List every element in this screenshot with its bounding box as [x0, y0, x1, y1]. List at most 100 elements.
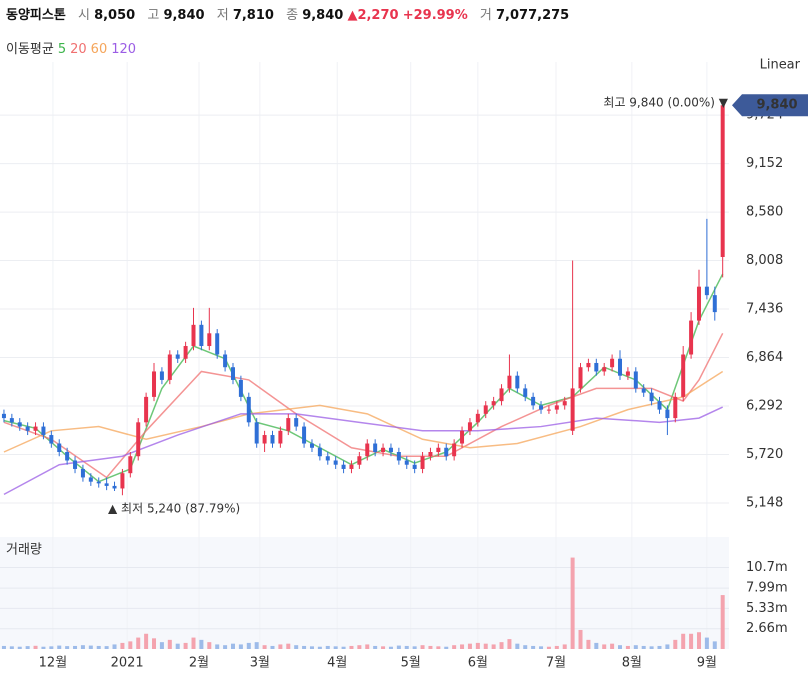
x-tick-label: 8월 [622, 656, 642, 671]
volume-bar [302, 645, 307, 649]
legend-item: 5 [57, 42, 67, 57]
volume-bar [562, 644, 567, 649]
candle-body [704, 286, 709, 296]
moving-average [3, 406, 723, 496]
volume-bar [365, 644, 370, 649]
volume-bar [657, 645, 662, 649]
volume-bar [483, 643, 488, 649]
candle-body [246, 396, 251, 423]
volume-bar [333, 646, 338, 649]
candle-body [254, 422, 259, 444]
candle-body [207, 333, 212, 347]
candle-body [507, 375, 512, 389]
candle-body [625, 371, 630, 376]
x-tick-label: 5월 [401, 656, 421, 671]
y-tick-label: 6,292 [746, 399, 783, 414]
volume-bar [689, 633, 694, 649]
value: 8,050 [94, 8, 136, 23]
volume-bar [586, 639, 591, 649]
volume-bar [554, 645, 559, 649]
value: 9,840 [302, 8, 344, 23]
candle-body [712, 295, 717, 313]
candle-body [673, 396, 678, 419]
candle-body [720, 105, 725, 257]
volume-bar [499, 642, 504, 649]
volume-bar [96, 645, 101, 649]
y-tick-label: 7.99m [746, 581, 788, 596]
legend-title: 이동평균 [6, 42, 54, 57]
volume-bar [65, 646, 70, 649]
volume-bar [120, 642, 125, 649]
candle-body [618, 358, 623, 376]
y-tick-label: 7,436 [746, 302, 783, 317]
volume-bar [720, 595, 725, 649]
candle-body [396, 452, 401, 461]
x-tick-label: 6월 [468, 656, 488, 671]
change: ▲2,270 [347, 8, 399, 23]
x-tick-label: 4월 [327, 656, 347, 671]
candle-body [294, 418, 299, 427]
volume-bar [144, 633, 149, 649]
candle-body [633, 371, 638, 389]
y-tick-label: 5.33m [746, 601, 788, 616]
volume-bar [673, 639, 678, 649]
candle-body [554, 405, 559, 410]
volume-bar [17, 646, 22, 649]
value: 7,077,275 [496, 8, 570, 23]
candle-body [230, 367, 235, 380]
volume-bar [112, 644, 117, 649]
volume-bar [357, 645, 362, 649]
candle-body [325, 456, 330, 461]
candle-body [610, 358, 615, 368]
volume-bar [88, 645, 93, 649]
volume-bar [25, 646, 30, 649]
y-tick-label: 5,148 [746, 496, 783, 511]
candle-body [270, 435, 275, 444]
candle-body [452, 443, 457, 457]
volume-panel [0, 537, 729, 649]
candle-body [657, 401, 662, 410]
volume-bar [41, 646, 46, 649]
volume-bar [618, 645, 623, 649]
volume-bar [412, 646, 417, 649]
candle-body [112, 485, 117, 489]
candle-body [333, 460, 338, 465]
min-annotation: ▲ 최저 5,240 (87.79%) [108, 502, 240, 516]
value: 7,810 [232, 8, 274, 23]
candle-body [96, 481, 101, 484]
volume-bar [633, 645, 638, 649]
candle-body [546, 409, 551, 411]
candle-body [523, 388, 528, 397]
legend-item: 120 [111, 42, 137, 57]
candle-body [428, 452, 433, 457]
candle-body [467, 422, 472, 431]
candle-body [144, 396, 149, 423]
volume-bar [230, 643, 235, 649]
volume-bar [507, 639, 512, 649]
candle-body [215, 333, 220, 355]
candle-body [17, 422, 22, 427]
candle-body [65, 452, 70, 461]
candle-body [665, 409, 670, 419]
candle-body [412, 464, 417, 469]
volume-bar [294, 645, 299, 649]
volume-bar [223, 645, 228, 649]
moving-average [3, 332, 724, 479]
volume-bar [80, 645, 85, 649]
candle-body [681, 354, 686, 397]
x-tick-label: 7월 [546, 656, 566, 671]
y-tick-label: 5,720 [746, 447, 783, 462]
candle-body [152, 371, 157, 397]
candle-body [41, 426, 46, 436]
header: 동양피스톤 시 8,050 고 9,840 저 7,810 종 9,840 ▲2… [6, 4, 569, 23]
candle-body [696, 286, 701, 321]
y-tick-label: 8,580 [746, 205, 783, 220]
y-tick-label: 8,008 [746, 253, 783, 268]
x-tick-label: 12월 [39, 656, 68, 671]
volume-bar [594, 642, 599, 649]
volume-bar [238, 644, 243, 649]
volume-bar [696, 632, 701, 649]
volume-bar [381, 646, 386, 649]
volume-bar [467, 643, 472, 649]
volume-bar [602, 644, 607, 649]
